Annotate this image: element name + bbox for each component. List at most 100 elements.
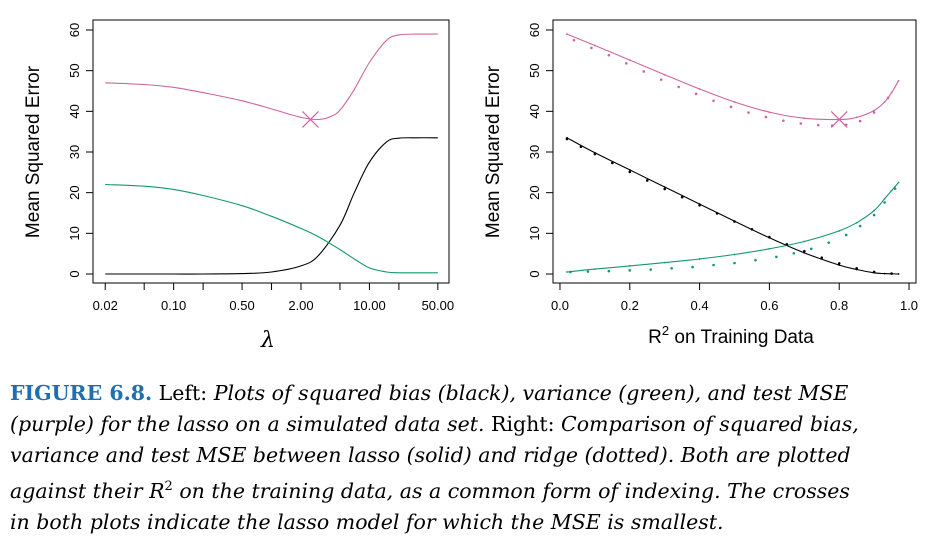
left-y-axis-label: Mean Squared Error <box>23 65 44 238</box>
right-mse-dot <box>572 38 576 42</box>
left-y-tick-label: 50 <box>67 63 82 77</box>
right-bias-dot <box>628 170 632 174</box>
caption-right-desc-cont: variance and test MSE between lasso (sol… <box>10 443 851 467</box>
right-variance-dot <box>754 258 757 262</box>
right-mse-dot <box>642 70 646 73</box>
right-series-group <box>565 33 900 275</box>
right-mse-point <box>883 101 886 103</box>
right-variance-point <box>890 189 893 192</box>
left-variance-line <box>105 183 438 274</box>
right-bias-point <box>897 273 900 275</box>
right-mse-point <box>593 44 596 47</box>
right-variance-dot <box>792 251 796 255</box>
right-y-tick-label: 60 <box>527 23 542 37</box>
right-bias-dot <box>890 272 893 275</box>
figure-label: FIGURE 6.8. <box>10 381 153 405</box>
right-variance-dot <box>872 213 876 217</box>
right-variance-point <box>897 181 900 184</box>
right-variance-dot <box>607 269 611 273</box>
right-variance-ridge-dots <box>569 187 897 274</box>
right-bias-line-points <box>566 136 900 275</box>
right-x-axis-label-sup: 2 <box>662 323 669 338</box>
caption-left-desc-cont: (purple) for the lasso on a simulated da… <box>10 412 485 436</box>
right-mse-point <box>890 91 893 94</box>
right-plot-frame <box>552 19 917 284</box>
right-bias-point <box>628 168 631 171</box>
right-mse-dot <box>872 111 876 114</box>
right-mse-dot <box>677 85 680 89</box>
right-bias-dot <box>698 203 701 207</box>
right-variance-dot <box>670 267 673 270</box>
right-bias-dot <box>768 235 771 239</box>
right-variance-dot <box>844 233 848 237</box>
left-x-tick-label: 0.50 <box>229 298 254 313</box>
right-mse-dot <box>886 96 890 100</box>
right-cross-stroke-b <box>830 111 848 128</box>
right-mse-dot <box>694 92 698 96</box>
right-mse-point <box>698 88 701 90</box>
right-y-tick-label: 50 <box>527 63 542 77</box>
right-x-tick-label: 0.2 <box>621 298 639 313</box>
right-variance-point <box>566 271 568 273</box>
right-bias-dot <box>645 179 649 182</box>
right-mse-dot <box>712 99 715 103</box>
right-mse-ridge-dots <box>572 38 890 127</box>
right-bias-dot <box>579 145 583 149</box>
right-variance-dot <box>569 270 572 274</box>
right-bias-dot <box>837 262 841 265</box>
right-variance-dot <box>883 201 886 204</box>
right-bias-dot <box>733 220 736 223</box>
right-mse-dot <box>816 123 820 127</box>
right-x-tick-label: 0.0 <box>551 298 569 313</box>
right-mse-point <box>873 109 876 112</box>
right-variance-point <box>628 264 631 267</box>
right-bias-line <box>566 137 899 275</box>
right-x-tick-label: 0.6 <box>760 298 778 313</box>
right-mse-point <box>733 101 736 103</box>
right-y-axis: 0 10 20 30 40 50 60 <box>527 23 553 278</box>
right-mse-line-points <box>566 33 900 121</box>
right-bias-dot <box>872 270 876 274</box>
right-y-tick-label: 30 <box>527 145 542 159</box>
right-mse-point <box>897 79 900 82</box>
right-bias-dot <box>715 212 719 215</box>
right-variance-point <box>698 258 701 260</box>
right-variance-dot <box>827 241 831 244</box>
right-bias-dot <box>663 187 666 191</box>
right-variance-dot <box>628 269 632 272</box>
right-markers-group <box>830 111 848 128</box>
left-cross-stroke-b <box>302 111 319 128</box>
caption-left-desc: Plots of squared bias (black), variance … <box>213 381 849 405</box>
right-variance-dot <box>712 263 715 267</box>
right-mse-dot <box>782 119 785 122</box>
caption-r-superscript: 2 <box>164 479 173 494</box>
left-markers-group <box>302 111 319 128</box>
right-mse-dot <box>764 115 768 119</box>
left-x-axis: 0.02 0.10 0.50 2.00 10.00 50.00 <box>93 283 454 313</box>
right-bias-point <box>663 186 666 188</box>
right-bias-dot <box>785 243 789 246</box>
right-variance-point <box>733 253 736 256</box>
right-mse-dot <box>858 119 862 123</box>
right-y-tick-label: 10 <box>527 226 542 240</box>
right-x-tick-label: 0.8 <box>830 298 848 313</box>
right-bias-dot <box>593 152 597 156</box>
right-variance-dot <box>809 247 813 251</box>
caption-right-desc-cont4: in both plots indicate the lasso model f… <box>10 509 724 534</box>
right-variance-dot <box>893 187 897 190</box>
right-variance-dot <box>649 268 653 271</box>
right-bias-dot <box>611 161 614 165</box>
right-variance-dot <box>775 255 778 259</box>
right-bias-dot <box>565 137 569 141</box>
right-bias-dot <box>803 249 806 253</box>
right-mse-dot <box>624 62 628 65</box>
left-x-tick-label: 0.02 <box>93 298 118 313</box>
right-mse-point <box>628 59 631 61</box>
right-mse-point <box>855 116 858 119</box>
caption-right-desc-cont3: on the training data, as a common form o… <box>179 478 850 503</box>
right-variance-point <box>855 221 858 224</box>
right-mse-point <box>663 73 666 76</box>
right-y-tick-label: 40 <box>527 104 542 118</box>
right-mse-dot <box>590 46 593 50</box>
left-series-group <box>105 33 438 275</box>
